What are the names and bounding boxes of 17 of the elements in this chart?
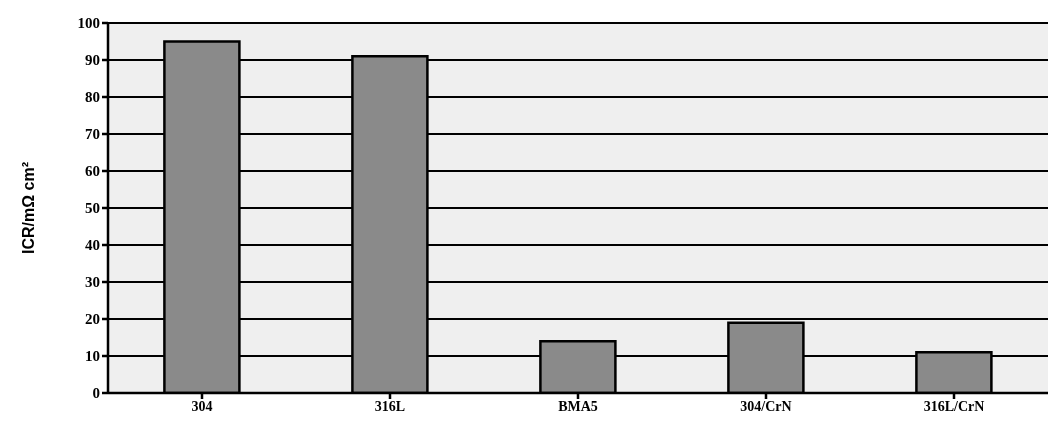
x-tick-label: 304 (191, 398, 213, 414)
y-tick-label: 30 (85, 274, 100, 291)
y-tick-label: 50 (85, 200, 100, 217)
y-tick-label: 60 (85, 163, 100, 180)
x-tick-label: 316L/CrN (923, 398, 985, 414)
y-tick-label: 10 (85, 348, 100, 365)
x-tick-label: 304/CrN (740, 398, 792, 414)
y-tick-label: 20 (85, 311, 100, 328)
y-tick-label: 100 (77, 15, 100, 32)
x-tick-label: 316L (374, 398, 406, 414)
y-tick-label: 0 (92, 385, 100, 402)
y-tick-label: 80 (85, 89, 100, 106)
y-tick-label: 70 (85, 126, 100, 143)
y-tick-label: 90 (85, 52, 100, 69)
x-tick-label: BMA5 (558, 398, 598, 414)
y-axis-title: ICR/mΩ cm² (19, 162, 37, 254)
y-tick-label: 40 (85, 237, 100, 254)
